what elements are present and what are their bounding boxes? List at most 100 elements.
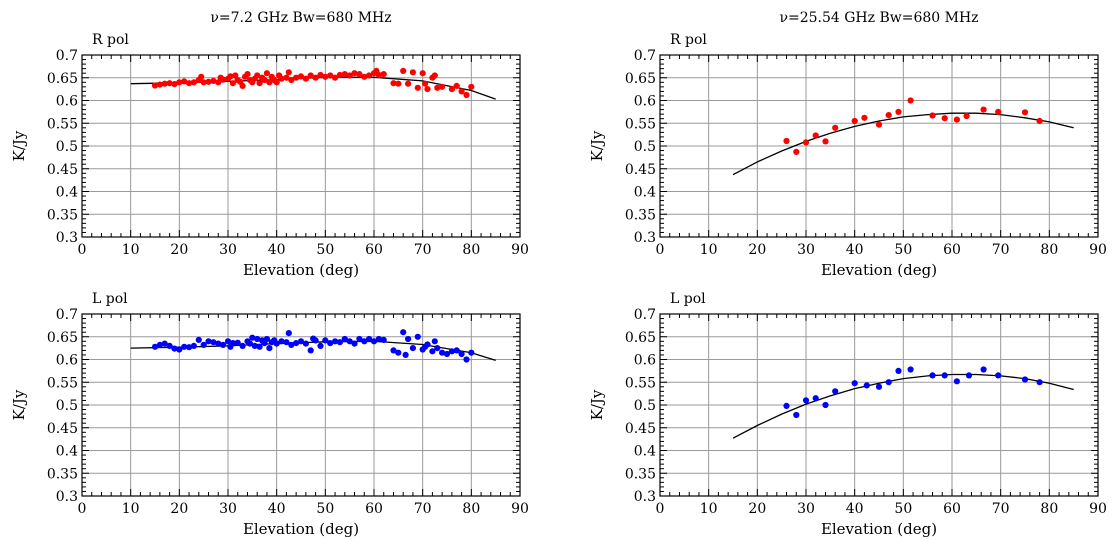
axis-ticks [81,54,521,238]
data-point [278,338,285,345]
data-point [963,112,970,120]
data-point [285,330,292,337]
data-point [307,72,314,79]
data-point [802,139,810,146]
data-point [327,340,334,347]
data-point [283,74,290,81]
y-tick-label: 0.45 [625,162,656,178]
data-point [414,84,421,91]
x-tick-label: 70 [992,242,1010,258]
data-point [405,80,412,87]
x-tick-label: 50 [316,501,334,517]
data-point [285,69,292,76]
data-point [239,342,246,349]
x-tick-label: 60 [365,242,383,258]
grid [660,55,1098,237]
y-tick-label: 0.6 [56,94,78,110]
x-tick-label: 10 [700,242,718,258]
data-point [307,347,314,354]
x-tick-label: 80 [462,501,480,517]
data-point [1021,376,1029,383]
panel-title: ν=25.54 GHz Bw=680 MHz [779,10,978,26]
data-point [181,78,188,85]
data-point [863,382,870,389]
grid [82,55,520,237]
data-point [783,402,790,409]
data-point [468,83,475,90]
panel-25ghz-l-pol: L pol Elevation (deg) K/Jy 0 10 20 30 40 50 60… [588,291,1107,538]
y-tick-label: 0.5 [56,139,78,155]
data-point [822,401,829,409]
y-tick-label: 0.4 [634,444,656,460]
data-point [166,342,173,349]
fit-curve [732,112,1074,176]
data-point [995,372,1002,379]
y-tick-label: 0.45 [625,421,656,437]
y-tick-label: 0.55 [47,116,78,132]
data-point [312,74,319,81]
data-point [468,349,475,356]
data-point [254,72,261,79]
x-tick-label: 90 [511,242,529,258]
data-point [907,97,914,104]
y-tick-label: 0.7 [634,307,656,323]
y-tick-label: 0.55 [625,375,656,391]
data-point [302,340,309,347]
y-tick-label: 0.65 [625,71,656,87]
data-point [431,338,438,345]
data-point [190,79,197,86]
x-tick-label: 30 [797,242,815,258]
data-point [453,82,460,89]
data-point [190,342,197,349]
data-point [186,80,193,87]
x-tick-label: 70 [414,242,432,258]
data-point [224,338,232,345]
data-point [171,345,178,352]
data-point [380,336,387,343]
y-axis-label: K/Jy [10,130,28,161]
data-point [278,75,285,82]
x-tick-label: 60 [365,501,383,517]
data-point [875,121,883,128]
y-tick-label: 0.35 [625,466,656,482]
data-point [161,340,168,347]
data-point [822,138,829,145]
x-tick-label: 90 [1089,242,1107,258]
data-point [263,70,270,77]
x-axis-label: Elevation (deg) [821,520,937,538]
data-point [875,383,883,390]
data-point [210,339,217,346]
data-point [229,80,236,87]
y-tick-label: 0.4 [634,185,656,201]
data-point [895,367,902,374]
pol-label: L pol [92,291,128,307]
data-point [941,115,948,122]
y-tick-label: 0.7 [56,307,78,323]
data-point [273,340,280,347]
data-point [198,73,205,80]
data-point [395,349,402,356]
data-point [351,70,358,77]
x-tick-label: 30 [219,501,237,517]
data-point [251,342,258,349]
data-point [861,114,868,121]
y-tick-label: 0.6 [56,353,78,369]
data-point [375,335,382,343]
x-tick-label: 60 [943,242,961,258]
x-tick-label: 0 [78,501,87,517]
data-point [341,335,348,343]
data-point [263,335,270,343]
data-point [390,347,397,354]
data-point [434,345,441,352]
data-point [953,116,961,123]
x-axis-label: Elevation (deg) [243,520,359,538]
y-tick-label: 0.35 [625,207,656,223]
data-point [375,71,382,79]
data-point [793,148,800,155]
data-point [980,366,987,373]
data-point [256,80,263,87]
data-point [283,339,290,346]
data-point [370,338,378,345]
x-tick-label: 40 [268,501,286,517]
